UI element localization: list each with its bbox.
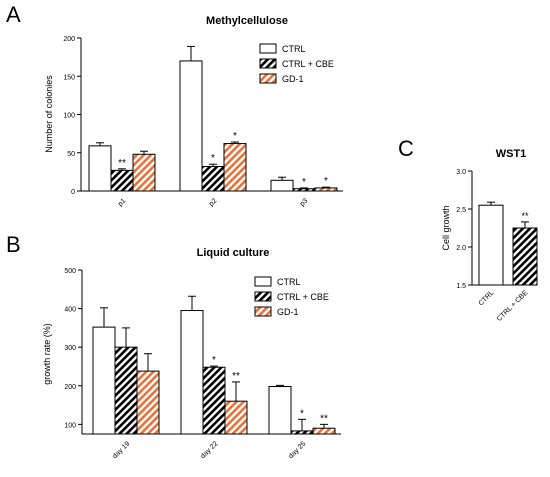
bar-ctrl-cbe [201, 166, 225, 192]
y-tick-label: 3.0 [456, 169, 466, 176]
legend-swatch [259, 43, 277, 54]
bar-ctrl-cbe [292, 188, 316, 192]
x-tick-label: day 19 [112, 440, 132, 460]
x-tick-label: p3 [299, 197, 310, 208]
chart-title: Methylcellulose [206, 15, 288, 27]
y-tick-label: 200 [64, 384, 76, 391]
significance-marker: ** [521, 211, 529, 221]
panel-c-wst1-chart: WST1 Cell growth 1.5 2.0 2.5 3.0 CTRL ** CTRL … [441, 148, 538, 323]
y-tick-label: 50 [67, 151, 75, 158]
bar-ctrl [478, 204, 504, 286]
panel-letter-c: C [398, 136, 414, 161]
y-tick-label: 0 [71, 189, 75, 196]
bar-gd-1 [223, 143, 247, 192]
significance-marker: ** [118, 158, 126, 169]
y-tick-label: 100 [63, 113, 75, 120]
significance-marker: * [324, 176, 328, 187]
panel-letter-a: A [6, 2, 21, 27]
legend-label: CTRL + CBE [282, 59, 334, 69]
panel-b-liquid-culture-chart: Liquid culture growth rate (%) 100 200 300… [42, 247, 341, 460]
legend-swatch [259, 73, 277, 84]
x-tick-label: p1 [117, 197, 128, 208]
x-tick-label: CTRL + CBE [496, 289, 530, 323]
y-tick-label: 200 [63, 36, 75, 43]
bar-ctrl-cbe [110, 169, 134, 192]
legend-label: CTRL [282, 44, 306, 54]
x-tick-label: p2 [208, 197, 219, 208]
legend-label: GD-1 [277, 307, 299, 317]
x-tick-label: CTRL [478, 289, 496, 307]
significance-marker: * [233, 131, 237, 142]
bar-ctrl [179, 60, 203, 192]
bar-ctrl [88, 145, 112, 192]
y-tick-label: 150 [63, 74, 75, 81]
y-tick-label: 2.0 [456, 245, 466, 252]
significance-marker: * [302, 177, 306, 188]
y-tick-label: 100 [64, 422, 76, 429]
bar-ctrl [92, 326, 116, 435]
bar-ctrl-cbe [512, 227, 538, 286]
legend-label: GD-1 [282, 74, 304, 84]
significance-marker: ** [320, 413, 328, 424]
legend-label: CTRL [277, 277, 301, 287]
bar-ctrl [180, 310, 204, 435]
y-axis-label: growth rate (%) [42, 323, 52, 385]
chart-title: Liquid culture [197, 247, 270, 259]
bar-gd-1 [136, 370, 160, 435]
y-tick-label: 2.5 [456, 207, 466, 214]
bar-ctrl-cbe [114, 346, 138, 435]
legend-swatch [254, 306, 272, 317]
y-axis-label: Cell growth [441, 205, 451, 250]
legend-label: CTRL + CBE [277, 292, 329, 302]
legend-swatch [254, 291, 272, 302]
y-tick-label: 400 [64, 307, 76, 314]
bar-ctrl-cbe [202, 366, 226, 435]
bar-ctrl-cbe [290, 430, 314, 435]
x-tick-label: day 25 [288, 440, 308, 460]
panel-a-methylcellulose-chart: Methylcellulose Number of colonies 0 50 10… [44, 15, 343, 208]
panel-letter-b: B [6, 232, 21, 257]
y-axis-label: Number of colonies [44, 75, 54, 153]
bar-gd-1 [314, 187, 338, 192]
significance-marker: * [211, 153, 215, 164]
y-tick-label: 300 [64, 345, 76, 352]
legend-swatch [254, 276, 272, 287]
bar-ctrl [270, 179, 294, 192]
significance-marker: * [300, 408, 304, 419]
significance-marker: * [212, 355, 216, 366]
legend-swatch [259, 58, 277, 69]
significance-marker: ** [232, 371, 240, 382]
y-tick-label: 1.5 [456, 283, 466, 290]
bar-gd-1 [224, 400, 248, 435]
x-tick-label: day 22 [200, 440, 220, 460]
bar-gd-1 [132, 153, 156, 192]
chart-title: WST1 [496, 148, 527, 160]
y-tick-label: 500 [64, 268, 76, 275]
bar-ctrl [268, 386, 292, 435]
bar-gd-1 [312, 427, 336, 435]
